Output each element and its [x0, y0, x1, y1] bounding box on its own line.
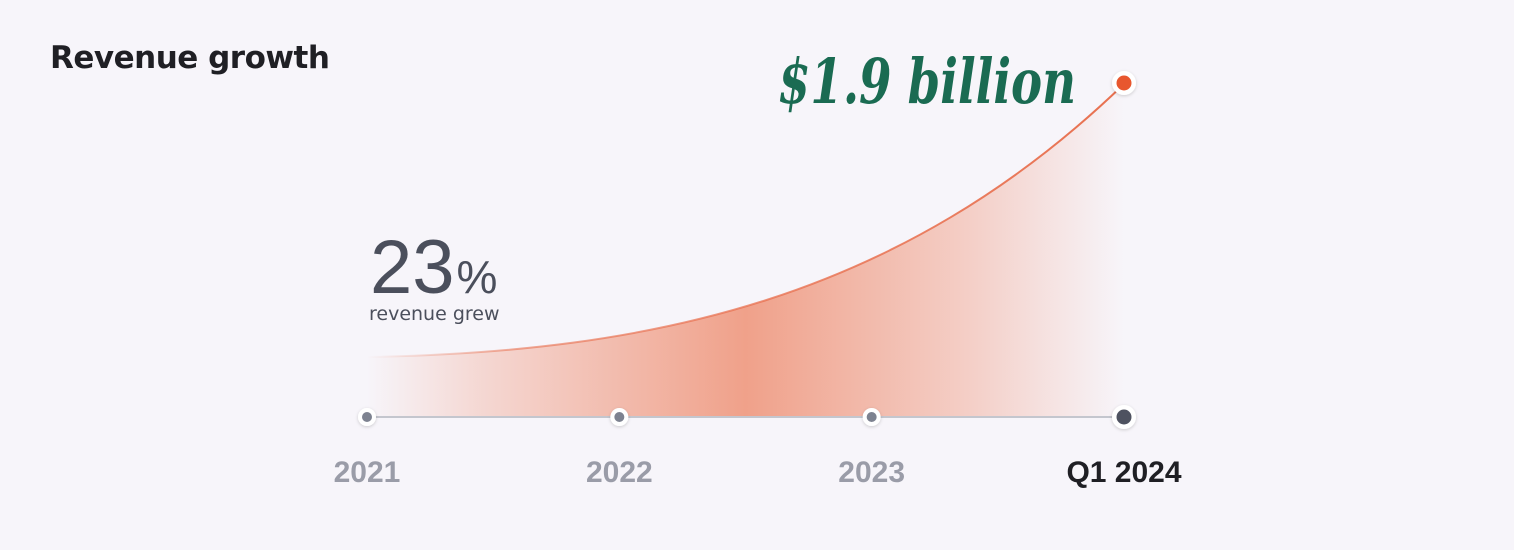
tick-label-2023: 2023 — [838, 456, 905, 489]
tick-label-2022: 2022 — [586, 456, 653, 489]
tick-label-2021: 2021 — [334, 456, 401, 489]
x-axis-ticks: 2021 2022 2023 Q1 2024 — [334, 405, 1182, 489]
chart-title: Revenue growth — [50, 40, 330, 76]
tick-marker-core-2021 — [362, 412, 372, 422]
tick-label-q1-2024: Q1 2024 — [1066, 456, 1181, 489]
growth-curve — [366, 83, 1125, 358]
growth-caption: revenue grew — [369, 303, 500, 325]
growth-area — [367, 84, 1124, 417]
total-revenue-label: $1.9 billion — [778, 45, 1076, 118]
tick-marker-core-q1-2024 — [1116, 409, 1132, 425]
growth-percent-value: 23% — [370, 225, 497, 310]
growth-percent-unit: % — [457, 251, 498, 303]
endpoint-marker-core — [1116, 75, 1132, 91]
tick-marker-core-2023 — [866, 412, 877, 422]
tick-marker-core-2022 — [614, 412, 625, 422]
